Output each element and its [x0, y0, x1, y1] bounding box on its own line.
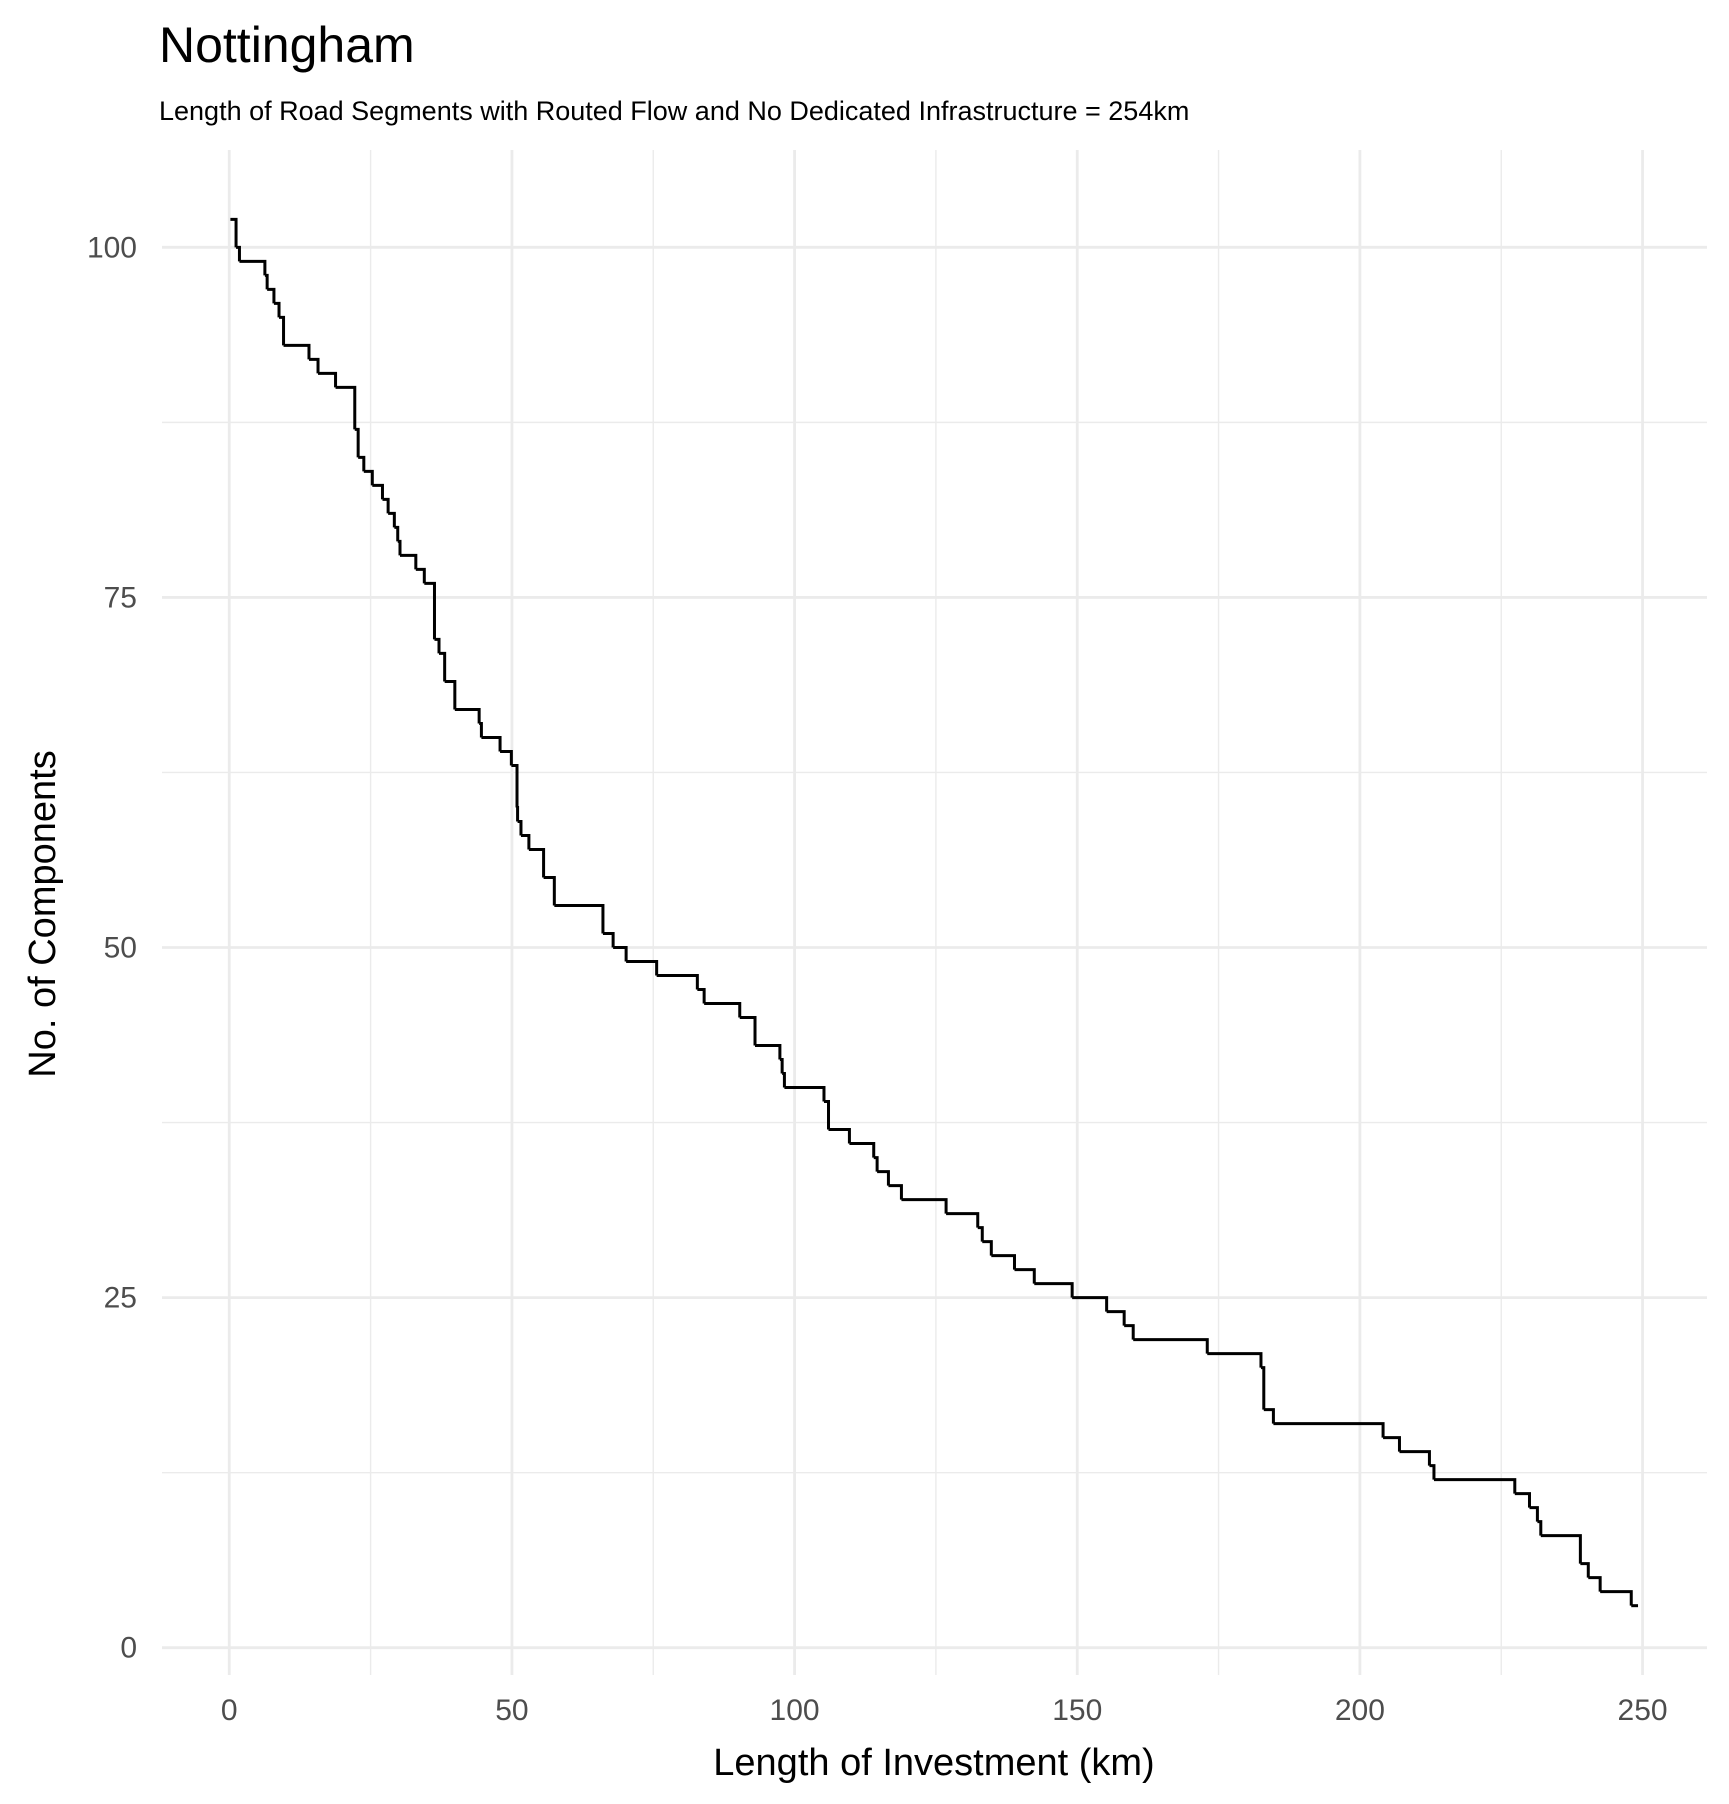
step-segment	[454, 707, 481, 724]
step-segment	[1433, 1478, 1517, 1494]
step-segment	[1106, 1310, 1126, 1326]
step-segment	[656, 974, 699, 990]
step-segment	[1588, 1576, 1602, 1592]
x-tick-label: 200	[1335, 1694, 1385, 1727]
step-segment	[1124, 1324, 1135, 1340]
step-segment	[335, 385, 357, 430]
step-segment	[626, 960, 659, 976]
step-segment	[901, 1198, 948, 1214]
step-segment	[982, 1240, 993, 1256]
plot-area	[230, 217, 1639, 1608]
step-segment	[439, 651, 447, 682]
step-segment	[511, 763, 519, 808]
step-segment	[977, 1226, 984, 1242]
step-segment	[230, 217, 238, 248]
step-segment	[273, 301, 281, 318]
step-segment	[528, 847, 546, 878]
step-segment	[1514, 1492, 1531, 1508]
step-segment	[267, 287, 276, 304]
step-segment	[1540, 1534, 1582, 1564]
step-segment	[946, 1212, 980, 1228]
step-segment	[239, 259, 267, 276]
step-segment	[1263, 1408, 1275, 1424]
step-segment	[415, 567, 426, 584]
step-segment	[755, 1044, 782, 1060]
step-segment	[358, 455, 366, 472]
step-segment	[236, 245, 241, 262]
step-segment	[481, 735, 502, 752]
step-segment	[1383, 1436, 1401, 1452]
y-tick-label: 50	[104, 932, 137, 965]
step-segment	[394, 525, 400, 542]
step-segment	[1207, 1352, 1263, 1368]
step-segment	[739, 1016, 757, 1046]
grid	[162, 150, 1707, 1675]
step-segment	[1399, 1450, 1431, 1466]
x-tick-label: 150	[1052, 1694, 1102, 1727]
step-segment	[1429, 1464, 1436, 1480]
step-segment	[828, 1128, 851, 1144]
step-segment	[849, 1142, 876, 1158]
step-segment	[782, 1072, 786, 1088]
step-segment	[516, 805, 520, 822]
step-segment	[1260, 1366, 1266, 1410]
step-segment	[354, 427, 360, 458]
step-segment	[500, 749, 513, 766]
step-segment	[1273, 1422, 1385, 1438]
step-segment	[382, 497, 390, 514]
step-segment	[308, 357, 320, 374]
step-segment	[264, 273, 269, 290]
step-segment	[363, 469, 374, 486]
step-segment	[1537, 1520, 1543, 1536]
chart-subtitle: Length of Road Segments with Routed Flow…	[159, 96, 1189, 126]
y-tick-label: 25	[104, 1282, 137, 1315]
step-segment	[873, 1156, 879, 1172]
step-segment	[517, 819, 523, 836]
step-segment	[397, 539, 402, 556]
step-segment	[697, 988, 706, 1004]
step-segment	[1034, 1282, 1074, 1298]
step-segment	[279, 315, 286, 346]
x-tick-label: 50	[495, 1694, 528, 1727]
y-tick-label: 100	[87, 231, 137, 264]
step-segment	[318, 371, 338, 388]
step-segment	[388, 511, 396, 528]
step-segment	[479, 721, 483, 738]
step-segment	[991, 1254, 1016, 1270]
step-segment	[602, 932, 615, 948]
step-segment	[1014, 1268, 1036, 1284]
x-tick-label: 100	[770, 1694, 820, 1727]
y-axis-title: No. of Components	[22, 750, 64, 1077]
step-segment	[1072, 1296, 1109, 1312]
step-segment	[784, 1086, 826, 1102]
x-tick-label: 250	[1618, 1694, 1668, 1727]
step-segment	[704, 1002, 742, 1018]
step-segment	[372, 483, 384, 500]
y-tick-label: 0	[120, 1632, 137, 1665]
step-segment	[779, 1058, 784, 1074]
step-segment	[283, 343, 311, 360]
chart-title: Nottingham	[159, 17, 415, 73]
x-tick-label: 0	[221, 1694, 238, 1727]
step-segment	[877, 1170, 890, 1186]
step-segment	[554, 903, 605, 934]
step-segment	[520, 833, 531, 850]
step-segment	[444, 679, 457, 710]
step-segment	[1580, 1562, 1590, 1578]
step-segment	[1529, 1506, 1539, 1522]
step-segment	[434, 637, 441, 654]
step-segment	[823, 1100, 831, 1130]
step-segment	[613, 946, 628, 962]
step-segment	[1600, 1590, 1633, 1606]
step-segment	[888, 1184, 903, 1200]
step-segment	[1133, 1338, 1209, 1354]
step-segment	[424, 581, 436, 640]
step-segment	[543, 875, 556, 906]
y-tick-label: 75	[104, 581, 137, 614]
step-segment	[399, 553, 418, 570]
x-axis-title: Length of Investment (km)	[713, 1742, 1154, 1784]
